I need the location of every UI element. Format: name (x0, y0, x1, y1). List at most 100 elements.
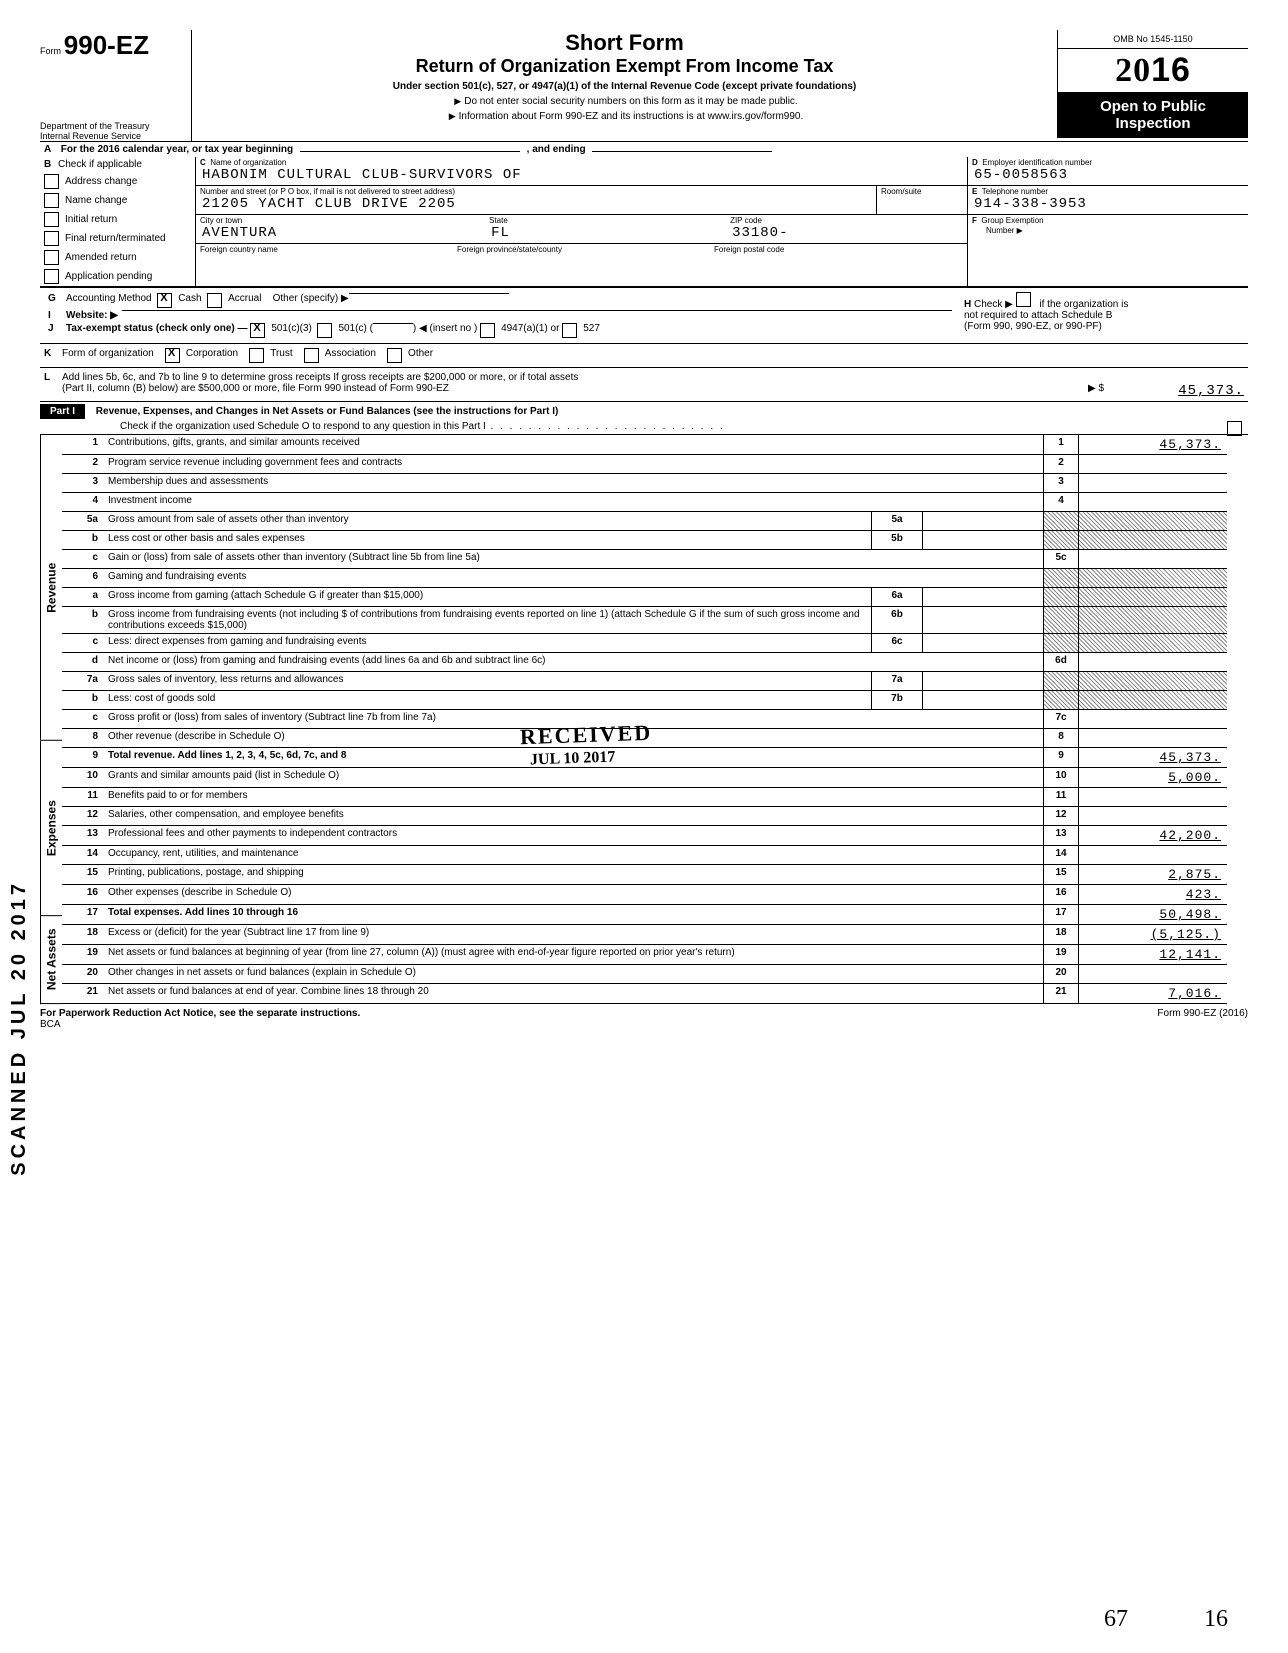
title-under: Under section 501(c), 527, or 4947(a)(1)… (200, 81, 1049, 92)
k-corp: Corporation (186, 348, 238, 359)
line-num: c (62, 634, 104, 652)
line-desc: Program service revenue including govern… (104, 455, 1043, 473)
f-label: Group Exemption (981, 216, 1043, 225)
b-label: Check if applicable (58, 159, 142, 170)
chk-other-org[interactable] (387, 348, 402, 363)
line-num: a (62, 588, 104, 606)
chk-initial-return[interactable] (44, 212, 59, 227)
line-1: 1Contributions, gifts, grants, and simil… (62, 435, 1227, 455)
chk-assoc[interactable] (304, 348, 319, 363)
line-20: 20Other changes in net assets or fund ba… (62, 965, 1227, 984)
chk-527[interactable] (562, 323, 577, 338)
line-desc: Gross sales of inventory, less returns a… (104, 672, 871, 690)
line-num: 8 (62, 729, 104, 747)
line-6c: cLess: direct expenses from gaming and f… (62, 634, 1227, 653)
strip-expenses: Expenses (40, 741, 62, 916)
footer-left: For Paperwork Reduction Act Notice, see … (40, 1008, 360, 1019)
row-k: KForm of organization Corporation Trust … (40, 344, 1248, 368)
l-text2: (Part II, column (B) below) are $500,000… (62, 383, 449, 394)
received-date-stamp: JUL 10 2017 (530, 749, 616, 770)
b-item-3: Final return/terminated (65, 233, 166, 244)
line-desc: Printing, publications, postage, and shi… (104, 865, 1043, 884)
right-num: 12 (1043, 807, 1078, 825)
right-num: 9 (1043, 748, 1078, 767)
col-c: C Name of organization HABONIM CULTURAL … (196, 157, 968, 286)
line-num: c (62, 710, 104, 728)
footer-bca: BCA (40, 1019, 360, 1030)
line-5c: cGain or (loss) from sale of assets othe… (62, 550, 1227, 569)
b-item-4: Amended return (65, 252, 137, 263)
received-stamp: RECEIVED (520, 720, 653, 751)
left-strip: Revenue Expenses Net Assets (40, 435, 62, 1004)
mid-label: 5b (871, 531, 923, 549)
right-amt (1078, 550, 1227, 568)
line-desc: Contributions, gifts, grants, and simila… (104, 435, 1043, 454)
chk-application-pending[interactable] (44, 269, 59, 284)
c-city-label: City or town (196, 215, 485, 225)
part-i-check: Check if the organization used Schedule … (120, 421, 486, 432)
line-num: 9 (62, 748, 104, 767)
open-public-1: Open to Public (1060, 98, 1246, 115)
c-addr-label: Number and street (or P O box, if mail i… (196, 186, 876, 196)
line-5b: bLess cost or other basis and sales expe… (62, 531, 1227, 550)
chk-h[interactable] (1016, 292, 1031, 307)
line-num: 14 (62, 846, 104, 864)
right-amt: 45,373. (1078, 748, 1227, 767)
right-amt-shaded (1078, 569, 1227, 587)
line-17: 17Total expenses. Add lines 10 through 1… (62, 905, 1227, 925)
line-num: d (62, 653, 104, 671)
chk-trust[interactable] (249, 348, 264, 363)
footer-right: Form 990-EZ (2016) (1157, 1008, 1248, 1030)
right-num: 17 (1043, 905, 1078, 924)
line-desc: Other expenses (describe in Schedule O) (104, 885, 1043, 904)
right-num-shaded (1043, 607, 1078, 633)
mid-label: 7a (871, 672, 923, 690)
chk-4947[interactable] (480, 323, 495, 338)
chk-accrual[interactable] (207, 293, 222, 308)
j-c: 501(c) ( (338, 323, 372, 334)
line-num: 17 (62, 905, 104, 924)
right-amt (1078, 965, 1227, 983)
footer: For Paperwork Reduction Act Notice, see … (40, 1004, 1248, 1030)
mid-value (923, 691, 1043, 709)
j-c3: 501(c)(3) (271, 323, 312, 334)
line-desc: Gaming and fundraising events (104, 569, 1043, 587)
line-14: 14Occupancy, rent, utilities, and mainte… (62, 846, 1227, 865)
form-number-box: Form 990-EZ Department of the Treasury I… (40, 30, 192, 141)
c-fc-label: Foreign country name (196, 244, 453, 254)
chk-part-i-schedule-o[interactable] (1227, 421, 1242, 436)
line-6d: dNet income or (loss) from gaming and fu… (62, 653, 1227, 672)
right-amt (1078, 788, 1227, 806)
chk-final-return[interactable] (44, 231, 59, 246)
line-num: 18 (62, 925, 104, 944)
right-amt: 42,200. (1078, 826, 1227, 845)
right-num-shaded (1043, 569, 1078, 587)
part-i-header: Part I Revenue, Expenses, and Changes in… (40, 401, 1248, 435)
h-text4: (Form 990, 990-EZ, or 990-PF) (964, 321, 1244, 332)
right-amt (1078, 493, 1227, 511)
right-amt: (5,125.) (1078, 925, 1227, 944)
chk-cash[interactable] (157, 293, 172, 308)
l-amount: 45,373. (1104, 383, 1244, 399)
part-i-label: Part I (40, 404, 85, 419)
chk-address-change[interactable] (44, 174, 59, 189)
j-527: 527 (583, 323, 600, 334)
chk-amended-return[interactable] (44, 250, 59, 265)
chk-corp[interactable] (165, 348, 180, 363)
right-amt (1078, 455, 1227, 473)
org-city: AVENTURA (196, 225, 485, 243)
right-num-shaded (1043, 691, 1078, 709)
right-num: 14 (1043, 846, 1078, 864)
row-a-text: For the 2016 calendar year, or tax year … (61, 144, 293, 155)
right-amt-shaded (1078, 634, 1227, 652)
chk-501c3[interactable] (250, 323, 265, 338)
line-21: 21Net assets or fund balances at end of … (62, 984, 1227, 1004)
chk-501c[interactable] (317, 323, 332, 338)
right-amt (1078, 807, 1227, 825)
line-num: 6 (62, 569, 104, 587)
mid-value (923, 531, 1043, 549)
chk-name-change[interactable] (44, 193, 59, 208)
line-18: 18Excess or (deficit) for the year (Subt… (62, 925, 1227, 945)
line-9: 9Total revenue. Add lines 1, 2, 3, 4, 5c… (62, 748, 1227, 768)
info-grid: BCheck if applicable Address change Name… (40, 157, 1248, 287)
